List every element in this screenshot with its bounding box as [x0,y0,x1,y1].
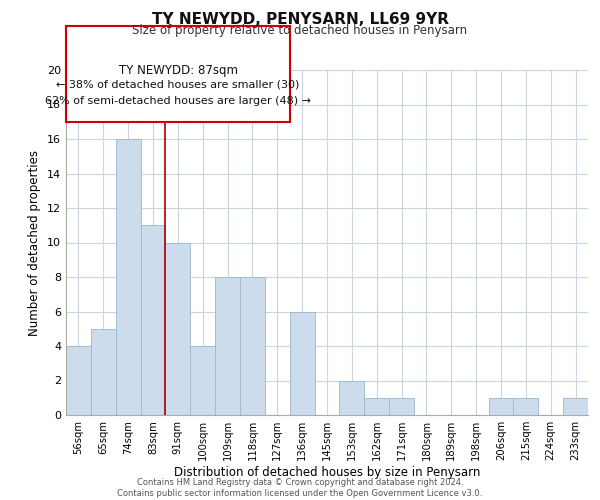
Bar [290,312,314,415]
Bar [66,346,91,415]
Text: Contains HM Land Registry data © Crown copyright and database right 2024.
Contai: Contains HM Land Registry data © Crown c… [118,478,482,498]
Bar [91,329,116,415]
Bar [166,242,190,415]
FancyBboxPatch shape [67,26,290,122]
Text: 62% of semi-detached houses are larger (48) →: 62% of semi-detached houses are larger (… [45,96,311,106]
Bar [340,380,364,415]
Text: TY NEWYDD: 87sqm: TY NEWYDD: 87sqm [119,64,238,77]
Bar [389,398,414,415]
Bar [116,139,140,415]
Bar [488,398,514,415]
Bar [215,277,240,415]
X-axis label: Distribution of detached houses by size in Penysarn: Distribution of detached houses by size … [174,466,480,479]
Text: Size of property relative to detached houses in Penysarn: Size of property relative to detached ho… [133,24,467,37]
Bar [240,277,265,415]
Y-axis label: Number of detached properties: Number of detached properties [28,150,41,336]
Text: ← 38% of detached houses are smaller (30): ← 38% of detached houses are smaller (30… [56,80,300,90]
Bar [563,398,588,415]
Text: TY NEWYDD, PENYSARN, LL69 9YR: TY NEWYDD, PENYSARN, LL69 9YR [151,12,449,28]
Bar [514,398,538,415]
Bar [364,398,389,415]
Bar [140,225,166,415]
Bar [190,346,215,415]
